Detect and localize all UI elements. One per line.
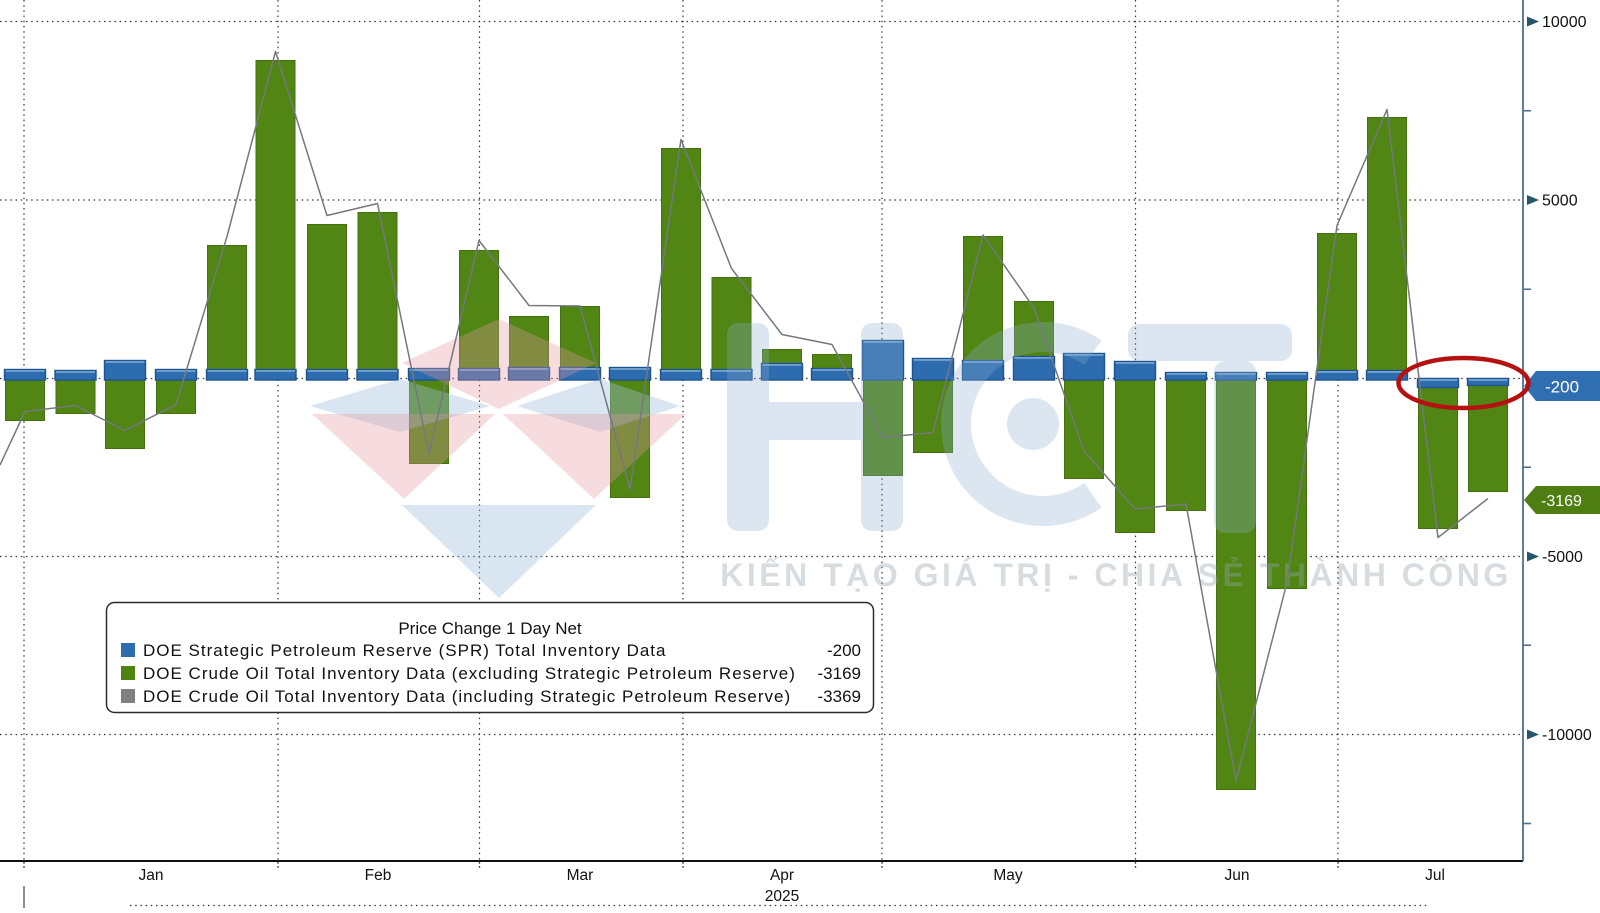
svg-text:-200: -200 bbox=[1545, 378, 1579, 397]
svg-text:KIẾN TẠO GIÁ TRỊ - CHIA SẺ THÀ: KIẾN TẠO GIÁ TRỊ - CHIA SẺ THÀNH CÔNG bbox=[720, 557, 1511, 593]
svg-text:10000: 10000 bbox=[1542, 14, 1587, 31]
svg-text:2025: 2025 bbox=[765, 888, 799, 905]
svg-text:Jan: Jan bbox=[139, 867, 164, 884]
svg-text:DOE Crude Oil Total Inventory: DOE Crude Oil Total Inventory Data (incl… bbox=[143, 687, 791, 706]
svg-text:Jul: Jul bbox=[1425, 867, 1445, 884]
svg-text:-5000: -5000 bbox=[1542, 549, 1583, 566]
svg-text:Feb: Feb bbox=[365, 867, 392, 884]
svg-text:-3169: -3169 bbox=[818, 664, 861, 683]
svg-text:May: May bbox=[993, 867, 1023, 884]
svg-text:5000: 5000 bbox=[1542, 193, 1578, 210]
svg-text:DOE Strategic Petroleum Reserv: DOE Strategic Petroleum Reserve (SPR) To… bbox=[143, 641, 666, 660]
svg-text:Mar: Mar bbox=[567, 867, 594, 884]
svg-text:-3369: -3369 bbox=[818, 687, 861, 706]
svg-text:-200: -200 bbox=[827, 641, 861, 660]
svg-text:Jun: Jun bbox=[1225, 867, 1250, 884]
svg-text:-3169: -3169 bbox=[1541, 493, 1582, 510]
svg-text:Price Change 1 Day Net: Price Change 1 Day Net bbox=[398, 619, 582, 638]
svg-text:DOE Crude Oil Total Inventory: DOE Crude Oil Total Inventory Data (excl… bbox=[143, 664, 796, 683]
svg-text:-10000: -10000 bbox=[1542, 727, 1592, 744]
svg-text:Apr: Apr bbox=[770, 867, 794, 884]
